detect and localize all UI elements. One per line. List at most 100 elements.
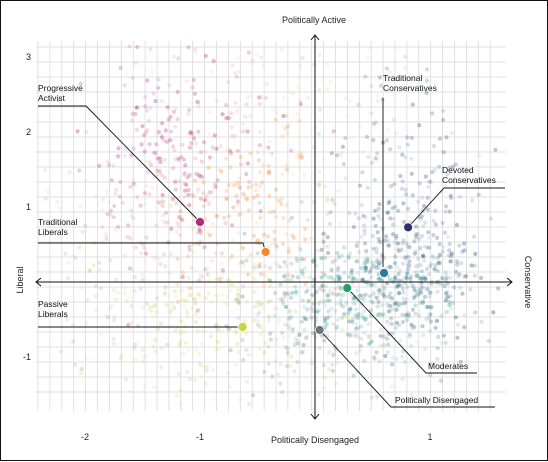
respondent-point (430, 111, 435, 116)
respondent-point (309, 306, 314, 311)
respondent-point (366, 336, 372, 341)
respondent-point (171, 54, 176, 59)
respondent-point (347, 332, 352, 337)
respondent-point (384, 138, 389, 143)
respondent-point (447, 248, 452, 253)
respondent-point (55, 199, 60, 204)
respondent-point (412, 325, 417, 330)
respondent-point (374, 246, 379, 251)
respondent-point (159, 172, 164, 177)
respondent-point (405, 271, 410, 277)
respondent-point (338, 297, 343, 302)
respondent-point (316, 106, 322, 111)
respondent-point (429, 362, 434, 367)
respondent-point (160, 192, 165, 198)
respondent-point (371, 246, 376, 251)
respondent-point (464, 274, 469, 279)
respondent-point (400, 354, 405, 359)
respondent-point (380, 311, 385, 316)
respondent-point (398, 173, 403, 179)
respondent-point (154, 295, 160, 301)
respondent-point (311, 283, 316, 288)
segment-leader-line (319, 329, 495, 408)
respondent-point (390, 206, 395, 211)
respondent-point (112, 314, 117, 319)
respondent-point (155, 199, 160, 204)
respondent-point (423, 276, 428, 281)
respondent-point (246, 272, 251, 277)
respondent-point (154, 223, 159, 228)
respondent-point (226, 182, 232, 187)
respondent-point (260, 304, 265, 310)
respondent-point (278, 282, 283, 287)
respondent-point (162, 157, 167, 162)
respondent-point (355, 370, 360, 375)
respondent-point (193, 156, 198, 161)
respondent-point (174, 201, 179, 206)
respondent-point (443, 291, 449, 296)
respondent-point (372, 356, 377, 361)
respondent-point (433, 263, 438, 268)
respondent-point (352, 301, 357, 306)
respondent-point (214, 322, 219, 327)
respondent-point (340, 315, 345, 321)
respondent-point (376, 206, 381, 212)
respondent-point (309, 358, 314, 363)
respondent-point (233, 328, 238, 333)
respondent-point (153, 302, 158, 308)
respondent-point (257, 261, 262, 266)
respondent-point (398, 338, 403, 344)
x-tick-label: -2 (81, 432, 89, 442)
respondent-point (390, 362, 395, 367)
axis-label-top: Politically Active (282, 15, 346, 25)
respondent-point (240, 294, 245, 299)
respondent-point (306, 299, 311, 304)
respondent-point (240, 260, 245, 265)
respondent-point (386, 200, 391, 206)
respondent-point (198, 196, 203, 201)
respondent-point (272, 242, 278, 247)
respondent-point (374, 260, 379, 265)
respondent-point (267, 318, 272, 323)
respondent-point (299, 199, 304, 205)
respondent-point (303, 226, 308, 231)
respondent-point (377, 261, 382, 266)
respondent-point (421, 298, 426, 304)
respondent-point (79, 367, 84, 372)
respondent-point (241, 121, 246, 126)
respondent-point (385, 210, 390, 215)
respondent-point (319, 247, 324, 252)
respondent-point (173, 107, 179, 112)
respondent-point (175, 196, 180, 201)
respondent-point (126, 223, 131, 228)
respondent-point (192, 296, 197, 302)
respondent-point (388, 291, 393, 296)
respondent-point (274, 215, 279, 220)
respondent-point (404, 297, 409, 302)
respondent-point (296, 333, 302, 338)
respondent-point (324, 323, 329, 328)
respondent-point (252, 304, 257, 309)
respondent-point (261, 327, 266, 332)
respondent-point (330, 362, 335, 367)
respondent-point (273, 187, 279, 192)
respondent-point (376, 263, 381, 268)
respondent-point (406, 254, 411, 259)
respondent-point (185, 175, 190, 180)
respondent-point (236, 296, 241, 301)
respondent-point (406, 313, 411, 318)
respondent-point (283, 113, 288, 118)
respondent-point (405, 285, 410, 290)
respondent-point (345, 315, 350, 320)
respondent-point (266, 170, 271, 176)
respondent-point (153, 349, 158, 354)
respondent-point (362, 261, 367, 266)
respondent-point (445, 294, 450, 299)
respondent-point (302, 315, 307, 320)
respondent-point (410, 284, 415, 289)
segment-centroids (195, 217, 414, 335)
respondent-point (442, 230, 447, 235)
respondent-point (175, 220, 180, 225)
respondent-point (148, 105, 153, 110)
